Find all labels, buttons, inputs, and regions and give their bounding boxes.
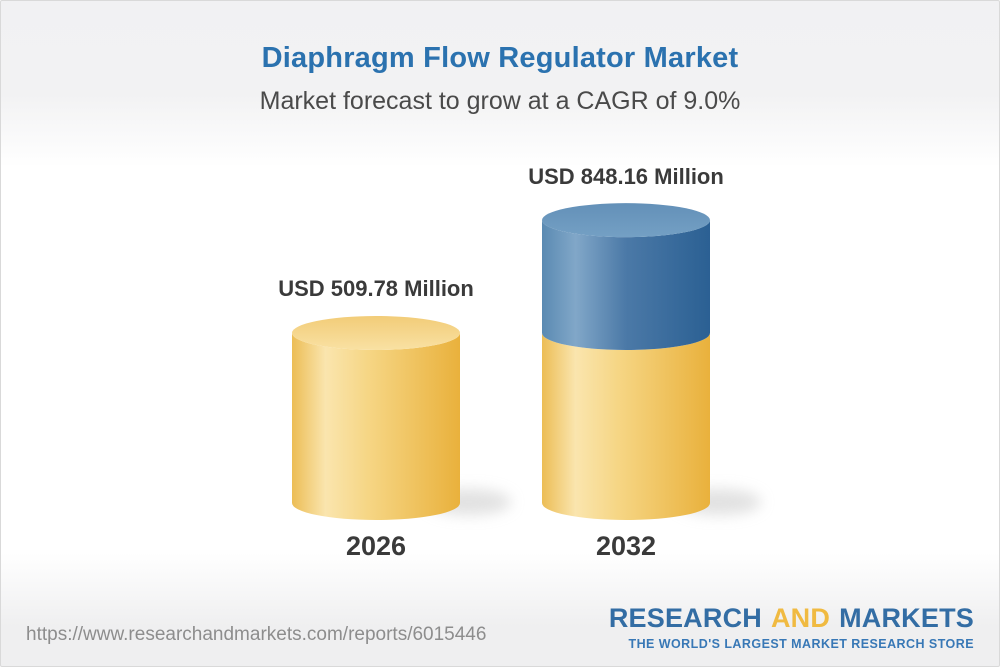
cylinder-2026-top xyxy=(292,316,460,350)
cylinder-2026-body xyxy=(292,333,460,520)
logo-word-and: AND xyxy=(770,603,831,633)
year-label-2032: 2032 xyxy=(595,531,657,561)
source-url: https://www.researchandmarkets.com/repor… xyxy=(26,624,487,645)
page-title: Diaphragm Flow Regulator Market xyxy=(261,42,739,74)
year-label-2026: 2026 xyxy=(345,531,407,561)
cylinder-2032-base-body xyxy=(542,333,710,520)
value-label-2026: USD 509.78 Million xyxy=(278,276,474,301)
cylinder-2032-top xyxy=(542,203,710,238)
logo-word-markets: MARKETS xyxy=(839,603,974,633)
value-label-2032: USD 848.16 Million xyxy=(528,164,724,189)
page-subtitle: Market forecast to grow at a CAGR of 9.0… xyxy=(259,87,741,115)
cylinder-2032-growth-body xyxy=(542,220,710,350)
logo-tagline: THE WORLD'S LARGEST MARKET RESEARCH STOR… xyxy=(628,636,974,651)
logo-word-research: RESEARCH xyxy=(608,603,762,633)
brand-logo-wordmark: RESEARCH AND MARKETS xyxy=(608,603,974,634)
brand-logo: RESEARCH AND MARKETS THE WORLD'S LARGEST… xyxy=(608,603,974,651)
